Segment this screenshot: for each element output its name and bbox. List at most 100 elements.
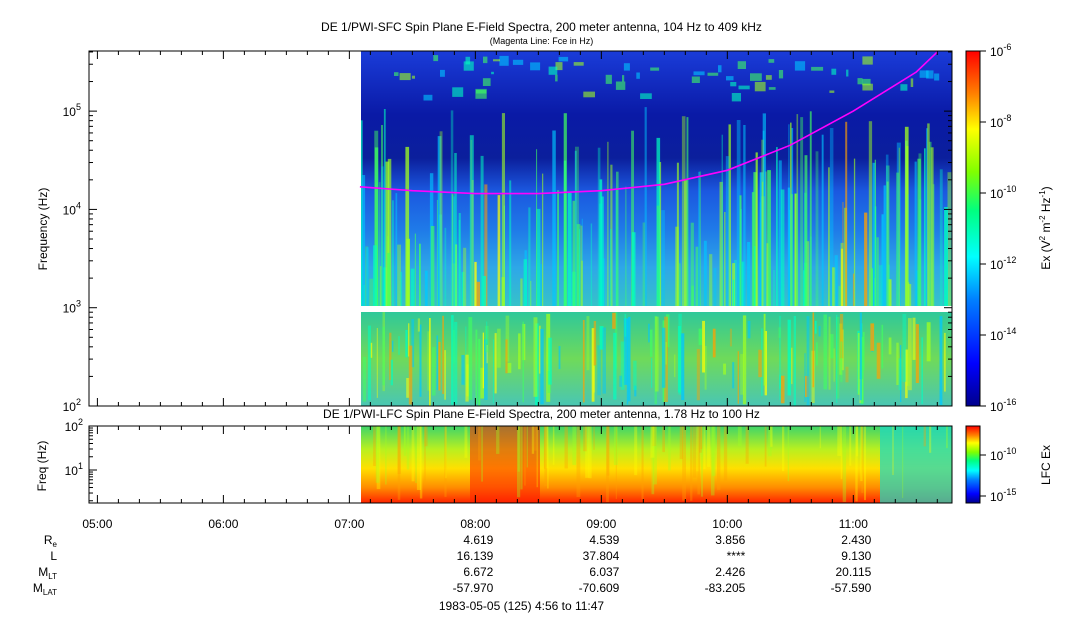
spectrogram-streak	[885, 154, 889, 306]
spectrogram-streak	[533, 317, 538, 397]
lfc-streak	[464, 426, 468, 458]
spectrogram-streak	[438, 342, 441, 391]
tick-exp: 3	[76, 299, 81, 309]
lfc-streak	[842, 426, 847, 502]
lfc-streak	[376, 426, 381, 490]
spectrogram-patch	[493, 59, 500, 62]
spectrogram-patch	[811, 66, 824, 71]
spectrogram-streak	[430, 226, 435, 306]
spectrogram-streak	[468, 317, 473, 400]
spectrogram-streak	[507, 362, 512, 373]
spectrogram-streak	[649, 329, 653, 357]
top-spectrogram-streaks	[361, 55, 952, 406]
spectrogram-streak	[452, 196, 456, 306]
spectrogram-streak	[610, 228, 612, 306]
ephemeris-label-main: R	[43, 533, 53, 547]
spectrogram-patch	[831, 68, 837, 75]
spectrogram-streak	[387, 158, 392, 306]
spectrogram-streak	[828, 316, 831, 390]
lfc-streak	[373, 426, 376, 466]
tick-exp: -6	[1003, 42, 1011, 52]
lfc-streak	[543, 426, 546, 469]
spectrogram-streak	[793, 316, 796, 406]
spectrogram-streak	[540, 328, 544, 405]
spectrogram-streak	[776, 147, 778, 306]
spectrogram-patch	[829, 90, 835, 93]
spectrogram-streak	[576, 224, 581, 306]
spectrogram-streak	[863, 332, 865, 371]
ephemeris-label-sub: LT	[48, 572, 57, 581]
spectrogram-streak	[380, 266, 382, 306]
spectrogram-streak	[834, 255, 838, 306]
spectrogram-patch	[399, 73, 411, 81]
spectrogram-streak	[779, 315, 782, 400]
spectrogram-streak	[838, 285, 841, 306]
spectrogram-streak	[747, 242, 751, 306]
top-x-ticks	[96, 51, 938, 406]
lfc-streak	[588, 426, 592, 479]
spectrogram-streak	[458, 213, 461, 306]
tick-exp: -16	[1003, 397, 1016, 407]
spectrogram-streak	[575, 146, 579, 306]
spectrogram-streak	[599, 179, 603, 306]
top-panel-title: DE 1/PWI-SFC Spin Plane E-Field Spectra,…	[321, 20, 762, 34]
tick-base: 10	[990, 490, 1004, 504]
spectrogram-patch	[573, 62, 584, 66]
lfc-streak	[496, 426, 500, 454]
spectrogram-streak	[597, 147, 601, 306]
spectrogram-streak	[623, 318, 628, 385]
bottom-y-tick-label: 101	[65, 461, 83, 478]
spectrogram-patch	[857, 78, 863, 85]
x-tick-label: 11:00	[839, 517, 868, 531]
spectrogram-streak	[376, 328, 378, 398]
spectrogram-patch	[750, 73, 762, 81]
spectrogram-streak	[852, 273, 855, 306]
lfc-streak	[520, 426, 523, 490]
spectrogram-streak	[780, 189, 785, 306]
bottom-cbar-tick-label: 10-10	[990, 446, 1016, 463]
spectrogram-streak	[881, 214, 884, 306]
lfc-streak	[545, 426, 548, 469]
lfc-streak	[544, 426, 548, 487]
spectrogram-streak	[581, 260, 583, 306]
lfc-streak	[668, 426, 671, 471]
spectrogram-streak	[406, 238, 410, 306]
spectrogram-streak	[886, 181, 889, 306]
spectrogram-streak	[699, 171, 701, 306]
spectrogram-streak	[803, 270, 806, 306]
spectrogram-streak	[405, 146, 410, 306]
bottom-spectrogram	[361, 426, 952, 503]
ephemeris-value: 3.856	[715, 533, 746, 547]
spectrogram-streak	[723, 363, 726, 375]
spectrogram-streak	[881, 324, 884, 369]
spectrogram-streak	[509, 180, 512, 306]
spectrogram-streak	[387, 252, 391, 306]
lfc-streak	[662, 426, 665, 453]
spectrogram-streak	[764, 331, 767, 396]
top-colorbar-label: Ex (V2 m-2 Hz-1)	[1038, 186, 1053, 269]
spectrogram-streak	[898, 358, 902, 391]
lfc-intense-band	[470, 426, 540, 503]
spectrogram-streak	[450, 110, 454, 307]
lfc-streak	[837, 426, 842, 456]
spectrogram-streak	[419, 324, 422, 397]
spectrogram-streak	[876, 237, 879, 306]
x-tick-labels: 05:00 06:00 07:00 08:00 09:00 10:00 11:00	[82, 517, 868, 531]
tick-exp: 4	[76, 200, 81, 210]
spectrogram-streak	[927, 123, 930, 307]
ephemeris-value: -83.205	[704, 581, 746, 595]
spectrogram-streak	[821, 134, 824, 306]
spectrogram-streak	[926, 128, 928, 306]
spectrogram-streak	[737, 351, 739, 404]
spectrogram-patch	[737, 61, 746, 69]
ephemeris-value: 9.130	[841, 549, 872, 563]
spectrogram-streak	[805, 241, 810, 306]
spectrogram-streak	[830, 334, 834, 359]
spectrogram-streak	[870, 268, 873, 306]
spectrogram-patch	[463, 61, 474, 71]
spectrogram-streak	[839, 314, 844, 359]
lfc-streak	[411, 426, 415, 482]
spectrogram-streak	[574, 150, 577, 306]
tick-exp: -10	[1003, 184, 1016, 194]
spectrogram-streak	[410, 268, 415, 306]
